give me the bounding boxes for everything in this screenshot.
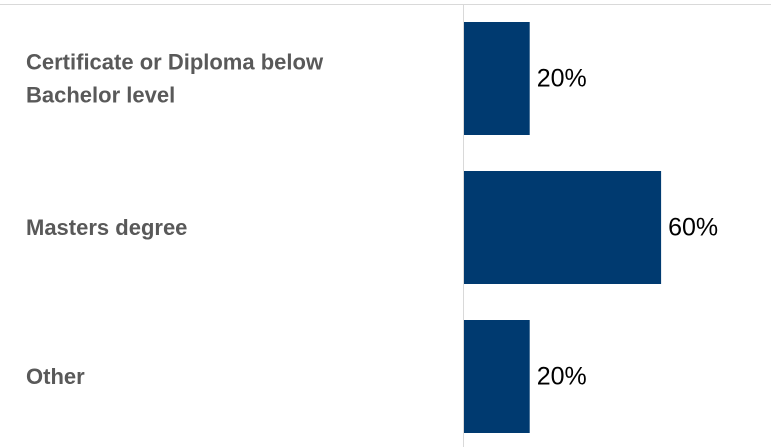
value-labels-group: 20% 60% 20%	[537, 65, 718, 391]
bar-0	[464, 22, 530, 135]
bars-group	[464, 22, 662, 433]
category-label-2-line-0: Other	[26, 364, 85, 389]
value-label-1: 60%	[668, 214, 718, 242]
category-label-1-line-0: Masters degree	[26, 215, 187, 240]
value-label-0: 20%	[537, 65, 587, 93]
category-label-0-line-1: Bachelor level	[26, 83, 175, 108]
category-labels-group: Certificate or Diploma below Bachelor lev…	[26, 50, 324, 390]
value-label-2: 20%	[537, 363, 587, 391]
bar-2	[464, 320, 530, 433]
bar-1	[464, 171, 662, 284]
category-label-0-line-0: Certificate or Diploma below	[26, 50, 324, 75]
